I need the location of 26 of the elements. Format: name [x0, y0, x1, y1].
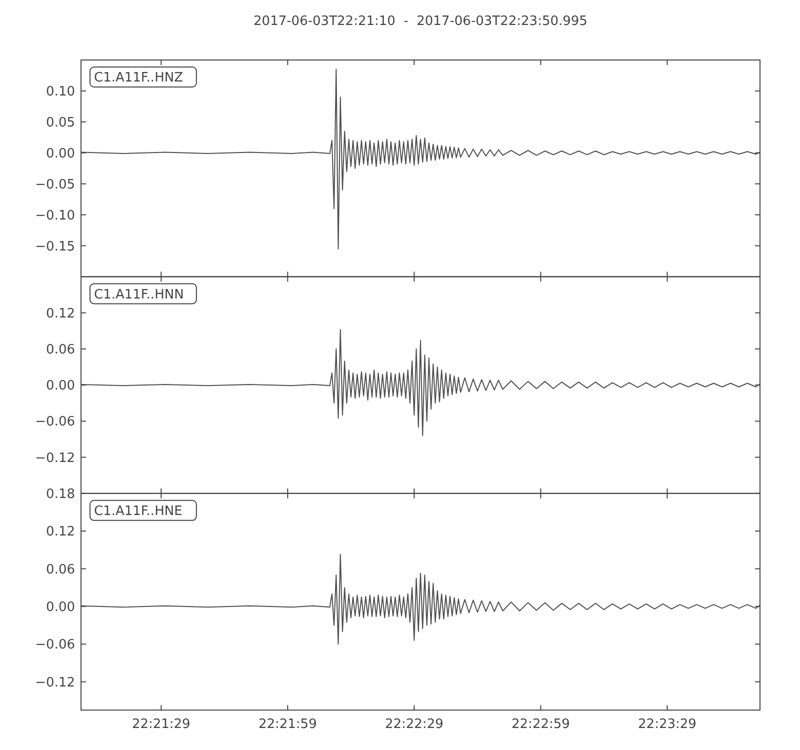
y-tick-label: −0.10 — [35, 208, 75, 224]
x-tick-label: 22:21:29 — [132, 717, 190, 732]
annotation: C1.A11F..HNZ — [94, 70, 184, 86]
y-tick-label: −0.15 — [35, 239, 75, 254]
y-tick-label: 0.18 — [46, 486, 75, 502]
y-tick-label: 0.12 — [46, 524, 75, 540]
y-tick-label: −0.05 — [35, 177, 75, 192]
y-tick-label: 0.06 — [46, 562, 75, 578]
y-tick-label: 0.00 — [46, 146, 75, 162]
y-tick-label: −0.06 — [35, 638, 75, 653]
annotation: C1.A11F..HNE — [94, 504, 182, 519]
chart-title: 2017-06-03T22:21:10 - 2017-06-03T22:23:50.995 — [254, 14, 588, 29]
y-tick-label: 0.00 — [46, 378, 75, 394]
y-tick-label: 0.05 — [46, 115, 75, 130]
y-tick-label: −0.06 — [35, 414, 75, 430]
annotation: C1.A11F..HNN — [94, 287, 184, 302]
y-tick-label: −0.12 — [35, 450, 75, 466]
y-tick-label: 0.06 — [46, 342, 75, 358]
y-tick-label: 0.12 — [46, 306, 75, 322]
x-tick-label: 22:22:59 — [512, 717, 570, 732]
x-tick-label: 22:22:29 — [384, 717, 444, 732]
y-tick-label: −0.12 — [35, 675, 75, 690]
x-tick-label: 22:21:59 — [258, 717, 317, 732]
y-tick-label: 0.00 — [46, 600, 75, 616]
x-tick-label: 22:23:29 — [638, 717, 696, 732]
y-tick-label: 0.10 — [46, 84, 75, 100]
